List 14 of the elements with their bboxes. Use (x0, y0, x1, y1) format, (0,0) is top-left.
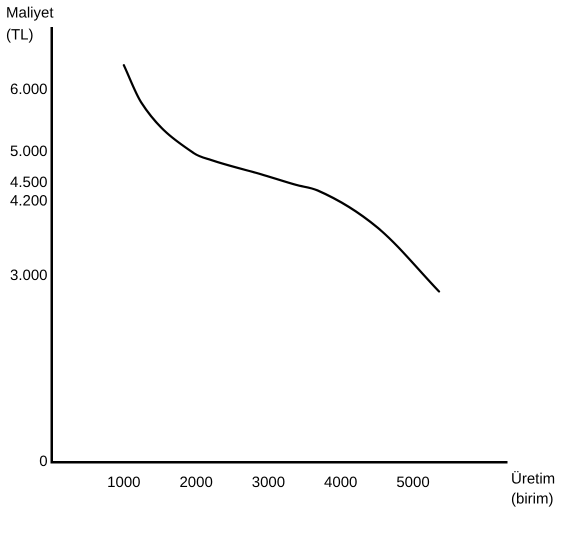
y-tick-label: 3.000 (10, 267, 48, 284)
x-tick-label: 1000 (107, 474, 141, 492)
x-tick-label: 3000 (252, 474, 286, 492)
y-tick-label: 6.000 (10, 81, 48, 98)
y-tick-label: 4.500 (10, 174, 48, 192)
line-series (122, 64, 440, 293)
x-tick-label: 2000 (179, 474, 213, 492)
y-tick-label: 5.000 (10, 143, 48, 160)
y-tick-label: 0 (39, 453, 48, 470)
x-tick-label: 4000 (324, 474, 358, 492)
y-tick-label: 4.200 (10, 192, 48, 210)
x-axis-title: Üretim (birim) (511, 470, 556, 508)
y-axis-title: Maliyet (TL) (6, 4, 54, 44)
x-tick-label: 5000 (396, 474, 430, 492)
